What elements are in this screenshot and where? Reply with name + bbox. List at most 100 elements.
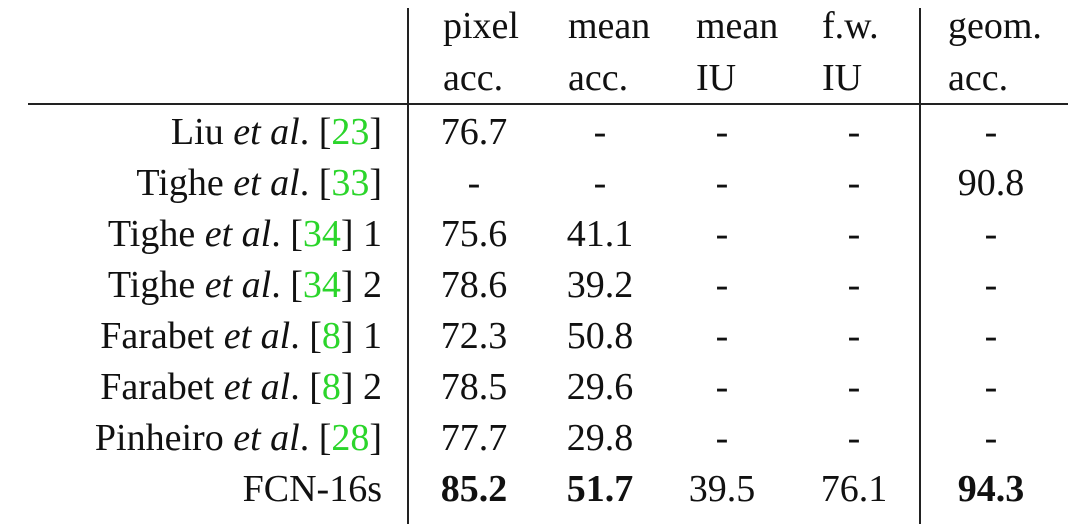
citation-open-bracket: [	[318, 111, 332, 153]
table-cell: -	[715, 366, 729, 408]
method-variant: 2	[353, 366, 382, 408]
et-al-italic: et al	[223, 366, 291, 408]
et-al-dot: .	[299, 417, 310, 459]
table-cell: -	[593, 111, 607, 153]
citation-link: 34	[302, 213, 341, 255]
table-cell: -	[715, 162, 729, 204]
method-name: Tighe et al. [33]	[136, 161, 382, 205]
citation-link: 33	[331, 162, 370, 204]
citation-open-bracket: [	[318, 162, 332, 204]
header-geom-acc-line1: geom.	[948, 5, 1042, 47]
et-al-dot: .	[299, 111, 310, 153]
table-cell: 51.7	[566, 468, 634, 510]
method-author: Tighe	[136, 162, 224, 204]
table-cell: 39.5	[688, 468, 756, 510]
header-mean-iu-line1: mean	[696, 5, 779, 47]
et-al-italic: et al	[223, 315, 291, 357]
table-cell: 76.7	[440, 111, 508, 153]
table-cell: -	[467, 162, 481, 204]
method-author: Farabet	[100, 315, 215, 357]
citation-open-bracket: [	[290, 213, 303, 255]
table-cell: -	[593, 162, 607, 204]
table-cell: -	[984, 315, 998, 357]
method-variant: 1	[353, 213, 382, 255]
table-cell: 76.1	[820, 468, 888, 510]
table-cell: -	[715, 111, 729, 153]
header-pixel-acc-line2: acc.	[443, 57, 504, 99]
header-pixel-acc-line1: pixel	[443, 5, 519, 47]
table-cell: 77.7	[440, 417, 508, 459]
et-al-italic: et al	[204, 213, 272, 255]
method-name: FCN-16s	[243, 467, 382, 511]
table-cell: 50.8	[566, 315, 634, 357]
table-cell: -	[847, 111, 861, 153]
citation-link: 23	[331, 111, 370, 153]
et-al-italic: et al	[233, 417, 300, 459]
method-author: Liu	[170, 111, 224, 153]
citation-close-bracket: ]	[369, 162, 382, 204]
et-al-dot: .	[299, 162, 310, 204]
table-cell: -	[847, 366, 861, 408]
table-cell: 29.8	[566, 417, 634, 459]
header-mean-acc-line1: mean	[568, 5, 651, 47]
table-cell: 94.3	[957, 468, 1025, 510]
table-cell: 72.3	[440, 315, 508, 357]
citation-close-bracket: ]	[340, 264, 354, 306]
table-cell: 85.2	[440, 468, 508, 510]
et-al-dot: .	[271, 213, 281, 255]
table-cell: -	[715, 417, 729, 459]
citation-open-bracket: [	[309, 315, 322, 357]
table-cell: -	[847, 417, 861, 459]
table-cell: -	[715, 264, 729, 306]
method-name: Farabet et al. [8] 1	[100, 314, 382, 358]
et-al-italic: et al	[204, 264, 272, 306]
header-geom-acc-line2: acc.	[948, 57, 1009, 99]
citation-open-bracket: [	[309, 366, 322, 408]
table-cell: -	[715, 213, 729, 255]
method-name: Tighe et al. [34] 1	[108, 212, 382, 256]
method-author: FCN-16s	[242, 468, 382, 510]
table-cell: 41.1	[566, 213, 634, 255]
citation-link: 8	[321, 315, 341, 357]
table-cell: 75.6	[440, 213, 508, 255]
citation-close-bracket: ]	[340, 366, 354, 408]
method-author: Tighe	[107, 213, 196, 255]
header-mean-acc-line2: acc.	[568, 57, 629, 99]
method-name: Farabet et al. [8] 2	[100, 365, 382, 409]
header-rule	[28, 103, 1068, 105]
citation-close-bracket: ]	[340, 213, 354, 255]
table-cell: -	[847, 315, 861, 357]
et-al-italic: et al	[233, 111, 300, 153]
header-fw-iu-line2: IU	[822, 57, 863, 99]
column-divider-left	[407, 8, 409, 524]
et-al-dot: .	[290, 366, 300, 408]
method-variant: 1	[353, 315, 382, 357]
table-cell: -	[847, 213, 861, 255]
method-author: Farabet	[100, 366, 215, 408]
method-author: Pinheiro	[94, 417, 224, 459]
et-al-italic: et al	[233, 162, 300, 204]
table-cell: -	[847, 264, 861, 306]
et-al-dot: .	[290, 315, 300, 357]
table-cell: -	[984, 264, 998, 306]
citation-close-bracket: ]	[340, 315, 354, 357]
method-variant: 2	[353, 264, 382, 306]
citation-link: 34	[302, 264, 341, 306]
table-cell: -	[984, 417, 998, 459]
table-cell: 39.2	[566, 264, 634, 306]
citation-open-bracket: [	[290, 264, 303, 306]
citation-link: 8	[321, 366, 341, 408]
table-cell: -	[984, 366, 998, 408]
header-fw-iu-line1: f.w.	[822, 5, 879, 47]
citation-close-bracket: ]	[369, 417, 382, 459]
citation-link: 28	[331, 417, 370, 459]
table-cell: -	[847, 162, 861, 204]
table-cell: 90.8	[957, 162, 1025, 204]
table-cell: 29.6	[566, 366, 634, 408]
column-divider-right	[919, 8, 921, 524]
method-name: Liu et al. [23]	[171, 110, 382, 154]
table-cell: -	[715, 315, 729, 357]
table-cell: 78.6	[440, 264, 508, 306]
table-cell: -	[984, 213, 998, 255]
